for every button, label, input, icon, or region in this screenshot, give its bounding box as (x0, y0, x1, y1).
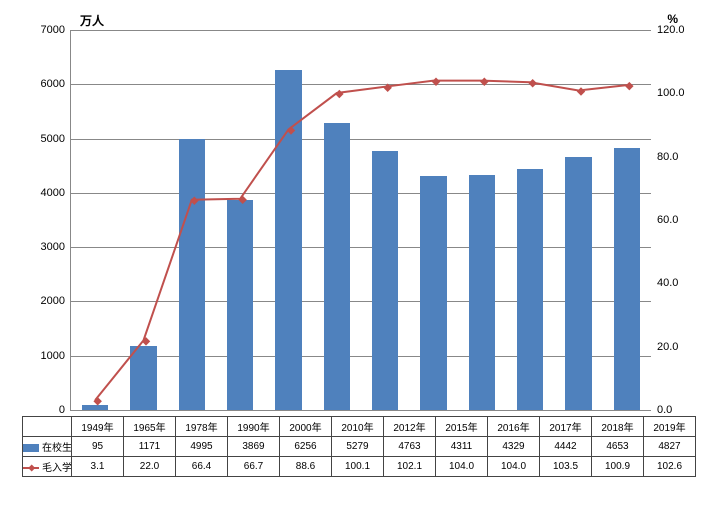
cell: 4311 (436, 437, 488, 457)
cell: 1171 (124, 437, 176, 457)
y1-tick: 0 (59, 404, 71, 416)
cell: 4653 (592, 437, 644, 457)
bar (179, 139, 206, 410)
y1-tick: 4000 (41, 187, 71, 199)
cell: 1949年 (72, 417, 124, 437)
line-series (71, 30, 651, 410)
legend-swatch-line (23, 464, 39, 472)
cell: 2016年 (488, 417, 540, 437)
y1-axis-label: 万人 (80, 12, 104, 29)
row-header (23, 417, 72, 437)
y1-tick: 1000 (41, 350, 71, 362)
bar (227, 200, 254, 410)
cell: 88.6 (280, 457, 332, 477)
y1-tick: 3000 (41, 241, 71, 253)
gridline (71, 139, 651, 140)
bar (275, 70, 302, 410)
bar (469, 175, 496, 410)
cell: 2010年 (332, 417, 384, 437)
bar (614, 148, 641, 410)
cell: 1965年 (124, 417, 176, 437)
cell: 66.7 (228, 457, 280, 477)
cell: 22.0 (124, 457, 176, 477)
y1-tick: 2000 (41, 295, 71, 307)
gridline (71, 247, 651, 248)
y2-tick: 20.0 (651, 341, 678, 353)
y1-tick: 6000 (41, 78, 71, 90)
row-header: 毛入学率 (23, 457, 72, 477)
cell: 95 (72, 437, 124, 457)
cell: 3869 (228, 437, 280, 457)
cell: 2019年 (644, 417, 696, 437)
gridline (71, 84, 651, 85)
cell: 2018年 (592, 417, 644, 437)
cell: 6256 (280, 437, 332, 457)
y2-tick: 0.0 (651, 404, 672, 416)
bar (372, 151, 399, 410)
data-table: 1949年1965年1978年1990年2000年2010年2012年2015年… (22, 416, 696, 477)
cell: 4442 (540, 437, 592, 457)
cell: 1990年 (228, 417, 280, 437)
cell: 102.1 (384, 457, 436, 477)
y2-tick: 40.0 (651, 277, 678, 289)
cell: 3.1 (72, 457, 124, 477)
cell: 2017年 (540, 417, 592, 437)
cell: 2015年 (436, 417, 488, 437)
y2-tick: 80.0 (651, 151, 678, 163)
cell: 4827 (644, 437, 696, 457)
bar (82, 405, 109, 410)
legend-swatch-bar (23, 444, 39, 452)
gridline (71, 356, 651, 357)
y1-tick: 7000 (41, 24, 71, 36)
gridline (71, 301, 651, 302)
cell: 1978年 (176, 417, 228, 437)
cell: 4995 (176, 437, 228, 457)
y2-tick: 100.0 (651, 87, 685, 99)
cell: 102.6 (644, 457, 696, 477)
cell: 2012年 (384, 417, 436, 437)
y1-tick: 5000 (41, 133, 71, 145)
cell: 66.4 (176, 457, 228, 477)
gridline (71, 193, 651, 194)
y2-tick: 60.0 (651, 214, 678, 226)
gridline (71, 30, 651, 31)
cell: 103.5 (540, 457, 592, 477)
cell: 2000年 (280, 417, 332, 437)
bar (130, 346, 157, 410)
cell: 4329 (488, 437, 540, 457)
bar (324, 123, 351, 410)
cell: 100.1 (332, 457, 384, 477)
y2-tick: 120.0 (651, 24, 685, 36)
cell: 5279 (332, 437, 384, 457)
cell: 100.9 (592, 457, 644, 477)
bar (517, 169, 544, 410)
bar (420, 176, 447, 410)
cell: 104.0 (488, 457, 540, 477)
cell: 4763 (384, 437, 436, 457)
cell: 104.0 (436, 457, 488, 477)
row-header: 在校生 (23, 437, 72, 457)
bar (565, 157, 592, 410)
plot-area: 010002000300040005000600070000.020.040.0… (70, 30, 651, 411)
